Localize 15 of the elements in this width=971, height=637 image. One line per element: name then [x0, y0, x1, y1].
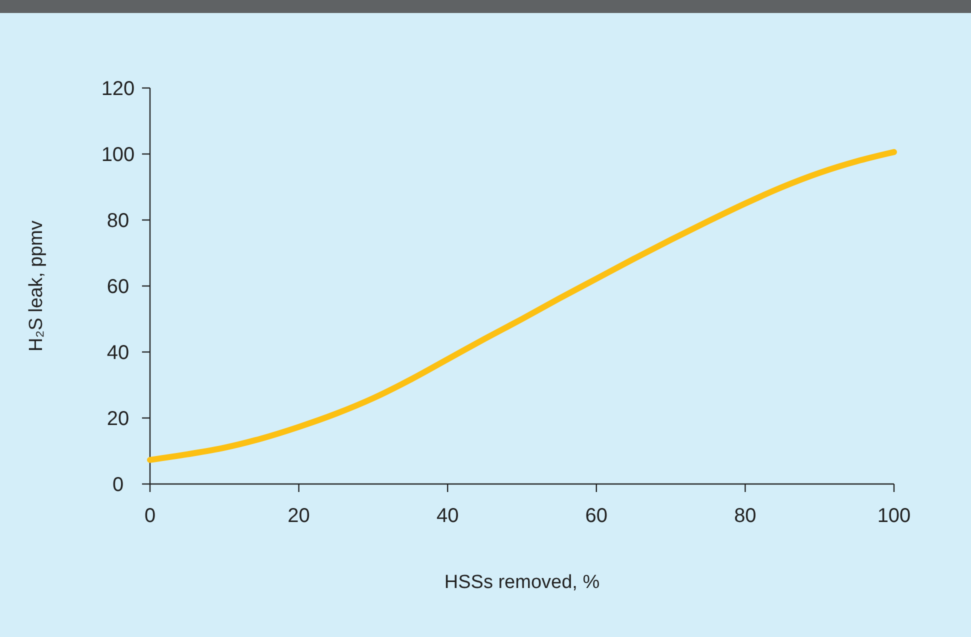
x-tick-label: 100	[877, 505, 911, 527]
x-tick-label: 20	[288, 505, 310, 527]
x-axis-title: HSSs removed, %	[444, 572, 600, 593]
x-tick-label: 0	[144, 505, 156, 527]
y-tick-label: 0	[112, 474, 124, 496]
y-tick-label: 20	[106, 408, 130, 430]
y-axis-title: H₂S leak, ppmv	[26, 220, 47, 352]
y-tick-label: 40	[106, 342, 130, 364]
y-tick-label: 80	[106, 210, 130, 232]
x-tick-label: 60	[585, 505, 608, 527]
x-tick-label: 40	[436, 505, 459, 527]
x-tick-label: 80	[734, 505, 756, 527]
y-tick-label: 120	[101, 78, 135, 100]
y-tick-label: 100	[101, 144, 135, 166]
y-tick-label: 60	[106, 276, 130, 298]
